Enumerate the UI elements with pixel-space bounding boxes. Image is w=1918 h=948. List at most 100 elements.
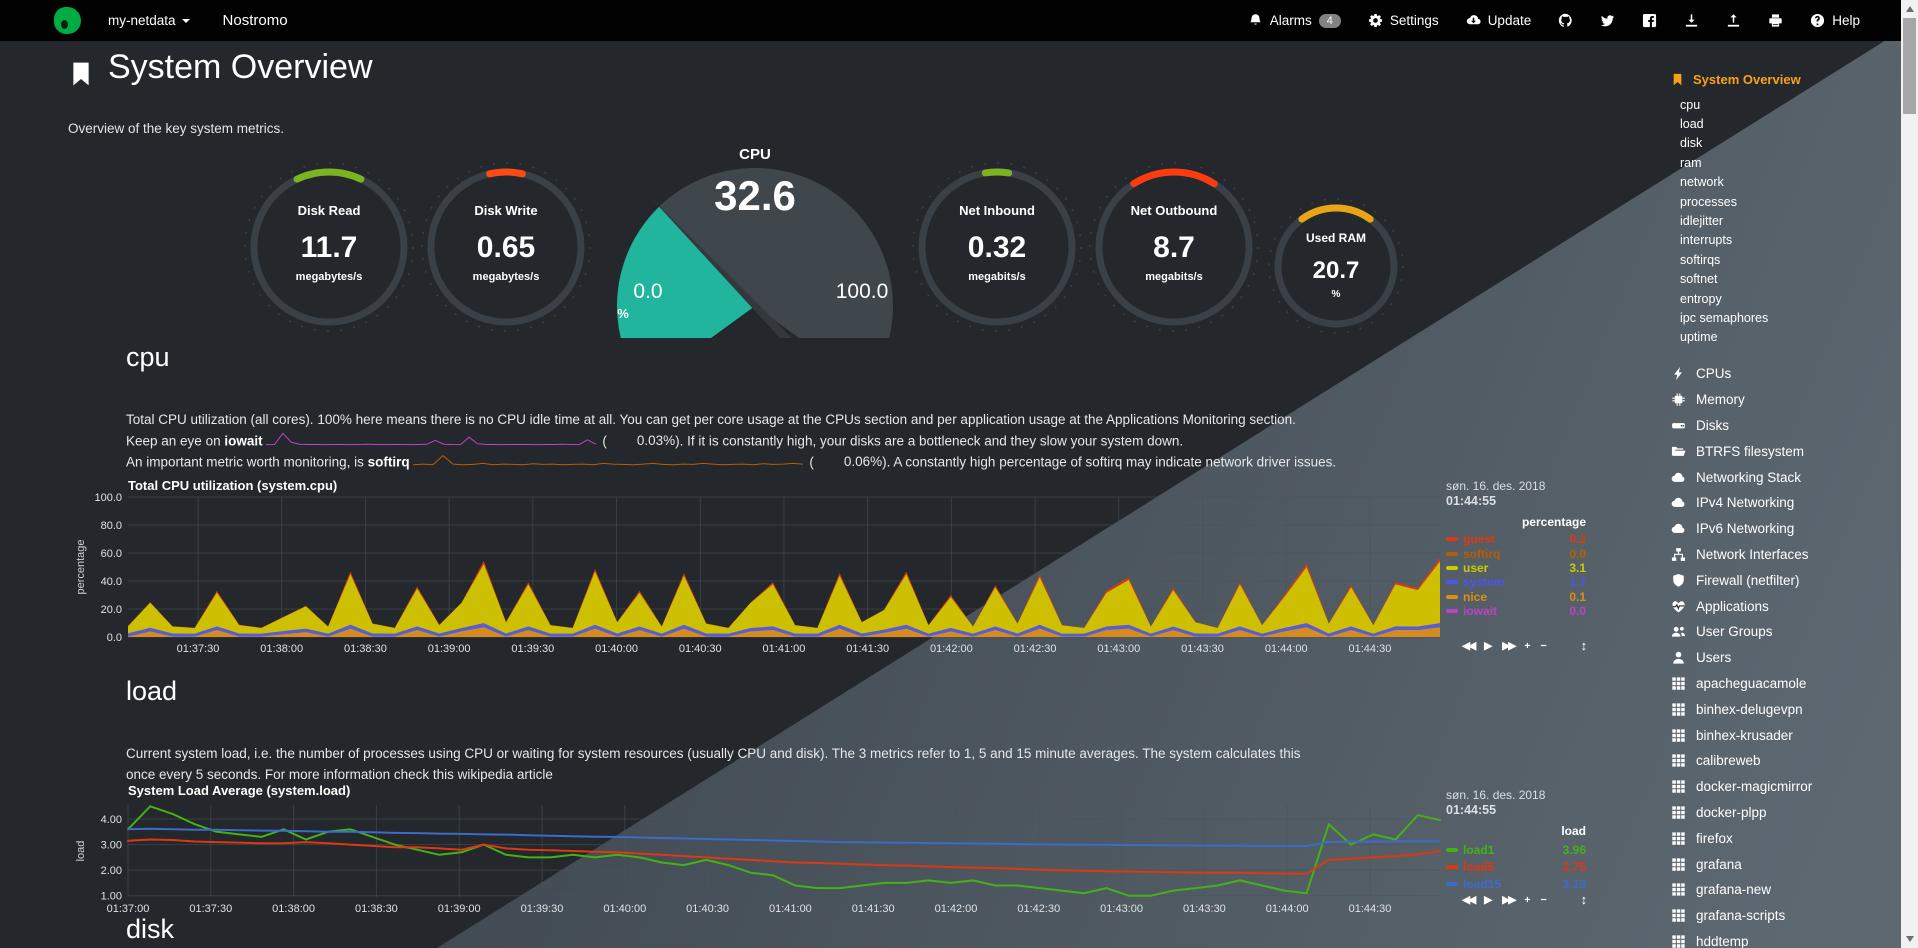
sidebar-item-disks[interactable]: Disks <box>1661 413 1901 439</box>
navbar-import[interactable] <box>1684 13 1699 28</box>
legend-item-load1[interactable]: load1 3.96 <box>1446 841 1586 858</box>
sidebar-item-idlejitter[interactable]: idlejitter <box>1661 211 1901 230</box>
zoom-out-button[interactable]: − <box>1540 639 1547 652</box>
sidebar-item-grafana-scripts[interactable]: grafana-scripts <box>1661 903 1901 929</box>
scrollbar[interactable] <box>1901 0 1918 948</box>
legend-item-load15[interactable]: load15 3.13 <box>1446 875 1586 892</box>
sidebar-item-uptime[interactable]: uptime <box>1661 328 1901 347</box>
legend-item-user[interactable]: user 3.1 <box>1446 561 1586 575</box>
svg-text:01:38:30: 01:38:30 <box>344 643 387 655</box>
navbar-settings[interactable]: Settings <box>1368 13 1439 28</box>
scrollbar-up-button[interactable] <box>1901 1 1918 17</box>
play-button[interactable]: ▶ <box>1484 893 1493 906</box>
sidebar-item-grafana[interactable]: grafana <box>1661 851 1901 877</box>
legend-item-nice[interactable]: nice 0.1 <box>1446 590 1586 604</box>
legend-item-system[interactable]: system 1.7 <box>1446 575 1586 589</box>
zoom-in-button[interactable]: + <box>1524 639 1531 652</box>
caret-down-icon <box>181 18 190 23</box>
resize-button[interactable]: ↕ <box>1580 638 1588 653</box>
svg-text:01:37:00: 01:37:00 <box>107 903 150 915</box>
sidebar-item-btrfs-filesystem[interactable]: BTRFS filesystem <box>1661 438 1901 464</box>
sidebar-item-system-overview[interactable]: System Overview <box>1661 67 1901 91</box>
sidebar-item-load[interactable]: load <box>1661 114 1901 133</box>
sidebar-item-memory[interactable]: Memory <box>1661 387 1901 413</box>
iowait-value: 0.03% <box>636 432 676 448</box>
sidebar-item-cpu[interactable]: cpu <box>1661 95 1901 114</box>
svg-text:4.00: 4.00 <box>101 814 122 826</box>
sidebar-item-apacheguacamole[interactable]: apacheguacamole <box>1661 671 1901 697</box>
cpu-chart[interactable]: 01:37:30 01:38:00 01:38:30 01:39:00 01:39:30… <box>0 476 1918 666</box>
disk-read-gauge[interactable]: Disk Read 11.7 megabytes/s <box>241 159 417 335</box>
load-chart[interactable]: 01:37:00 01:37:30 01:38:00 01:38:30 01:39:00… <box>0 781 1918 926</box>
sidebar-item-binhex-delugevpn[interactable]: binhex-delugevpn <box>1661 696 1901 722</box>
zoom-out-button[interactable]: − <box>1540 893 1547 906</box>
sidebar-item-interrupts[interactable]: interrupts <box>1661 231 1901 250</box>
pan-forward-button[interactable]: ▶▶ <box>1502 639 1516 652</box>
my-netdata-label: my-netdata <box>108 13 176 28</box>
sidebar-item-disk[interactable]: disk <box>1661 134 1901 153</box>
sidebar-item-softnet[interactable]: softnet <box>1661 270 1901 289</box>
sidebar-item-ipv6-networking[interactable]: IPv6 Networking <box>1661 516 1901 542</box>
legend-item-load5[interactable]: load5 2.75 <box>1446 858 1586 875</box>
navbar-export[interactable] <box>1726 13 1741 28</box>
scrollbar-down-button[interactable] <box>1901 931 1918 947</box>
sidebar-item-firewall-netfilter[interactable]: Firewall (netfilter) <box>1661 567 1901 593</box>
legend-item-iowait[interactable]: iowait 0.0 <box>1446 604 1586 618</box>
sidebar-item-network[interactable]: network <box>1661 173 1901 192</box>
sidebar-item-processes[interactable]: processes <box>1661 192 1901 211</box>
net-outbound-gauge[interactable]: Net Outbound 8.7 megabits/s <box>1086 159 1262 335</box>
sidebar-item-cpus[interactable]: CPUs <box>1661 361 1901 387</box>
sidebar-item-networking-stack[interactable]: Networking Stack <box>1661 464 1901 490</box>
sidebar-item-softirqs[interactable]: softirqs <box>1661 250 1901 269</box>
sidebar-item-entropy[interactable]: entropy <box>1661 289 1901 308</box>
sidebar-item-users[interactable]: Users <box>1661 645 1901 671</box>
play-button[interactable]: ▶ <box>1484 639 1493 652</box>
sidebar-item-binhex-krusader[interactable]: binhex-krusader <box>1661 722 1901 748</box>
sidebar-item-ipv4-networking[interactable]: IPv4 Networking <box>1661 490 1901 516</box>
sidebar-item-calibreweb[interactable]: calibreweb <box>1661 748 1901 774</box>
scrollbar-thumb[interactable] <box>1903 18 1916 114</box>
hostname[interactable]: Nostromo <box>222 12 288 29</box>
net-inbound-gauge[interactable]: Net Inbound 0.32 megabits/s <box>909 159 1085 335</box>
sidebar-item-docker-magicmirror[interactable]: docker-magicmirror <box>1661 774 1901 800</box>
print-icon <box>1768 13 1783 28</box>
navbar-facebook[interactable] <box>1642 13 1657 28</box>
disk-write-gauge[interactable]: Disk Write 0.65 megabytes/s <box>418 159 594 335</box>
sidebar-item-user-groups[interactable]: User Groups <box>1661 619 1901 645</box>
navbar-twitter[interactable] <box>1600 13 1615 28</box>
sidebar-item-applications[interactable]: Applications <box>1661 593 1901 619</box>
sidebar-item-docker-plpp[interactable]: docker-plpp <box>1661 800 1901 826</box>
sidebar-item-ram[interactable]: ram <box>1661 153 1901 172</box>
pan-backward-button[interactable]: ◀◀ <box>1462 639 1476 652</box>
cpu-gauge[interactable]: CPU 32.6 0.0 100.0% <box>605 146 905 338</box>
used-ram-gauge[interactable]: Used RAM 20.7% <box>1265 195 1407 337</box>
netdata-logo-icon[interactable] <box>54 7 81 34</box>
navbar-update[interactable]: Update <box>1466 13 1531 28</box>
navbar-print[interactable] <box>1768 13 1783 28</box>
upload-icon <box>1726 13 1741 28</box>
cpu-gauge-min: 0.0 <box>633 280 663 303</box>
sidebar-label: binhex-krusader <box>1696 727 1793 743</box>
sidebar-item-firefox[interactable]: firefox <box>1661 825 1901 851</box>
iowait-sparkline <box>265 431 596 453</box>
sidebar-label: Users <box>1696 650 1732 666</box>
my-netdata-menu[interactable]: my-netdata <box>108 13 190 28</box>
navbar-github[interactable] <box>1558 13 1573 28</box>
iowait-keyword: iowait <box>224 432 263 448</box>
svg-text:01:41:00: 01:41:00 <box>763 643 806 655</box>
navbar-alarms[interactable]: Alarms 4 <box>1248 13 1341 28</box>
pan-forward-button[interactable]: ▶▶ <box>1502 893 1516 906</box>
sidebar-item-network-interfaces[interactable]: Network Interfaces <box>1661 542 1901 568</box>
navbar-help[interactable]: Help <box>1810 13 1860 28</box>
svg-text:0.0: 0.0 <box>107 632 122 644</box>
pan-backward-button[interactable]: ◀◀ <box>1462 893 1476 906</box>
sidebar-item-hddtemp[interactable]: hddtemp <box>1661 929 1901 948</box>
sidebar-item-ipc-semaphores[interactable]: ipc semaphores <box>1661 308 1901 327</box>
bookmark-icon <box>1671 71 1684 88</box>
th-icon <box>1671 908 1686 923</box>
resize-button[interactable]: ↕ <box>1580 892 1588 907</box>
sidebar-item-grafana-new[interactable]: grafana-new <box>1661 877 1901 903</box>
legend-item-guest[interactable]: guest 0.2 <box>1446 532 1586 546</box>
zoom-in-button[interactable]: + <box>1524 893 1531 906</box>
legend-item-softirq[interactable]: softirq 0.0 <box>1446 546 1586 561</box>
